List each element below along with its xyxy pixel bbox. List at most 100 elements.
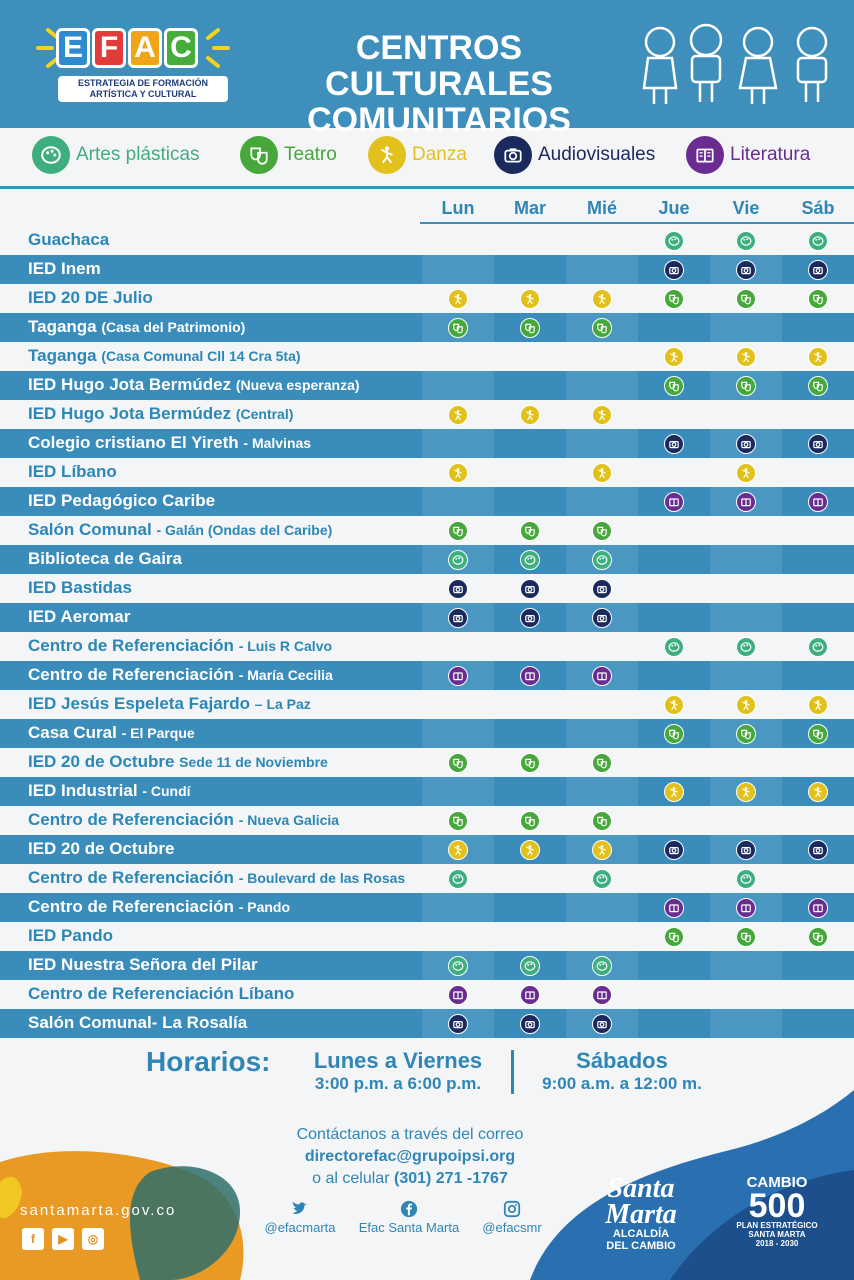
logo-subtitle: ESTRATEGIA DE FORMACIÓN ARTÍSTICA Y CULT…	[58, 76, 228, 102]
palette-icon	[736, 869, 756, 889]
book-icon	[736, 492, 756, 512]
palette-icon	[448, 550, 468, 570]
camera-icon	[736, 840, 756, 860]
palette-icon	[448, 956, 468, 976]
cell-background	[422, 893, 494, 922]
palette-icon	[664, 231, 684, 251]
social-facebook[interactable]: Efac Santa Marta	[354, 1200, 464, 1235]
table-row: Centro de Referenciación - María Cecilia	[0, 661, 854, 690]
cell-background	[710, 1009, 782, 1038]
sm-logo-del-cambio: DEL CAMBIO	[606, 1240, 676, 1252]
table-row: Guachaca	[0, 226, 854, 255]
contact-phone[interactable]: (301) 271 -1767	[393, 1170, 508, 1187]
cambio-number: 500	[748, 1187, 806, 1225]
venue-name: Taganga (Casa del Patrimonio)	[28, 317, 245, 337]
venue-name: Colegio cristiano El Yireth - Malvinas	[28, 433, 311, 453]
dancer-icon	[520, 289, 540, 309]
dancer-icon	[736, 463, 756, 483]
venue-name-main: Guachaca	[28, 230, 110, 249]
facebook-icon[interactable]: f	[22, 1228, 44, 1250]
palette-icon	[736, 231, 756, 251]
page-title: CENTROS CULTURALES COMUNITARIOS	[244, 30, 634, 138]
dancer-icon	[592, 840, 612, 860]
book-icon	[664, 898, 684, 918]
social-twitter[interactable]: @efacmarta	[258, 1200, 342, 1235]
cambio-years: 2018 - 2030	[755, 1239, 799, 1248]
logo-letter-a: A	[128, 28, 162, 68]
book-icon	[448, 666, 468, 686]
venue-name-detail: - Boulevard de las Rosas	[238, 870, 406, 886]
contact-phone-line: o al celular (301) 271 -1767	[260, 1170, 560, 1188]
palette-icon	[808, 637, 828, 657]
masks-icon	[448, 318, 468, 338]
book-icon	[592, 666, 612, 686]
blue-wave-decoration	[530, 1090, 854, 1280]
venue-name: Salón Comunal - Galán (Ondas del Caribe)	[28, 520, 332, 540]
venue-name-main: Centro de Referenciación	[28, 636, 234, 655]
palette-icon	[32, 136, 70, 174]
venue-name: IED Bastidas	[28, 578, 132, 598]
logo-subtitle-line2: ARTÍSTICA Y CULTURAL	[89, 89, 197, 99]
venue-name-main: Colegio cristiano El Yireth	[28, 433, 239, 452]
legend-label-lit: Literatura	[730, 144, 811, 165]
table-row: IED Bastidas	[0, 574, 854, 603]
masks-icon	[808, 724, 828, 744]
book-icon	[520, 666, 540, 686]
masks-icon	[448, 521, 468, 541]
social-instagram[interactable]: @efacsmr	[470, 1200, 554, 1235]
venue-name-main: IED Hugo Jota Bermúdez	[28, 375, 232, 394]
legend-item-artes: Artes plásticas	[32, 136, 200, 174]
schedule-table: Guachaca IED Inem IED 20 DE Julio Taganga (…	[0, 226, 854, 1038]
camera-icon	[448, 1014, 468, 1034]
venue-name-detail: - Malvinas	[243, 435, 312, 451]
venue-name: IED Hugo Jota Bermúdez (Central)	[28, 404, 293, 424]
venue-name-detail: (Nueva esperanza)	[235, 377, 360, 393]
book-icon	[664, 492, 684, 512]
venue-name: Centro de Referenciación - Boulevard de …	[28, 868, 405, 888]
venue-name: IED Pedagógico Caribe	[28, 491, 215, 511]
youtube-icon[interactable]: ▶	[52, 1228, 74, 1250]
cell-background	[566, 255, 638, 284]
dancer-icon	[448, 840, 468, 860]
day-header-lun: Lun	[441, 198, 475, 218]
cambio-500-logo: CAMBIO 500 PLAN ESTRATÉGICO SANTA MARTA …	[712, 1174, 842, 1248]
legend-label-danza: Danza	[412, 144, 467, 165]
table-row: IED Hugo Jota Bermúdez (Nueva esperanza)	[0, 371, 854, 400]
masks-icon	[808, 927, 828, 947]
website-link[interactable]: santamarta.gov.co	[20, 1202, 177, 1219]
saturday-schedule: Sábados 9:00 a.m. a 12:00 m.	[528, 1048, 716, 1094]
twitter-handle: @efacmarta	[264, 1220, 336, 1235]
venue-name: Centro de Referenciación - María Cecilia	[28, 665, 333, 685]
kids-illustration-icon	[642, 23, 828, 104]
sm-logo-alcaldia: ALCALDÍA	[612, 1228, 670, 1240]
table-row: IED Aeromar	[0, 603, 854, 632]
dancer-icon	[808, 347, 828, 367]
venue-name: Guachaca	[28, 230, 109, 250]
cell-background	[710, 545, 782, 574]
venue-name: Centro de Referenciación - Pando	[28, 897, 290, 917]
dancer-icon	[368, 136, 406, 174]
camera-icon	[520, 608, 540, 628]
table-row: Taganga (Casa Comunal Cll 14 Cra 5ta)	[0, 342, 854, 371]
masks-icon	[520, 521, 540, 541]
logo-subtitle-line1: ESTRATEGIA DE FORMACIÓN	[78, 78, 208, 88]
cell-background	[566, 893, 638, 922]
instagram-icon[interactable]: ◎	[82, 1228, 104, 1250]
masks-icon	[520, 811, 540, 831]
venue-name: IED Aeromar	[28, 607, 130, 627]
masks-icon	[664, 724, 684, 744]
day-header-jue: Jue	[658, 198, 690, 218]
cell-background	[566, 719, 638, 748]
cell-background	[422, 371, 494, 400]
masks-icon	[520, 318, 540, 338]
cell-background	[710, 603, 782, 632]
table-row: IED Nuestra Señora del Pilar	[0, 951, 854, 980]
cell-background	[422, 429, 494, 458]
dancer-icon	[736, 347, 756, 367]
table-row: IED Pedagógico Caribe	[0, 487, 854, 516]
dancer-icon	[736, 695, 756, 715]
contact-email[interactable]: directorefac@grupoipsi.org	[304, 1148, 516, 1165]
venue-name-main: IED Aeromar	[28, 607, 131, 626]
schedule-separator	[511, 1050, 514, 1094]
table-row: IED Industrial - Cundí	[0, 777, 854, 806]
